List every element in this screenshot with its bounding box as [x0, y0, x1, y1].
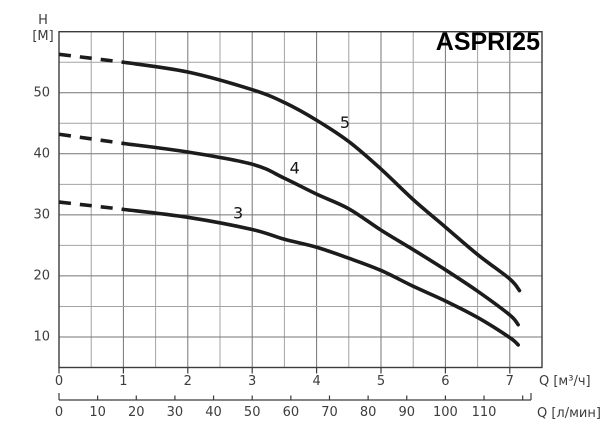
secondary-axis-tick-label: 0	[55, 405, 63, 420]
curve-label-5: 5	[340, 113, 350, 132]
secondary-axis-tick-label: 100	[433, 405, 458, 420]
y-axis-label-unit: [M]	[32, 29, 54, 44]
x-axis-tick-label: 7	[506, 374, 514, 389]
x-axis-tick-label: 2	[184, 374, 192, 389]
secondary-axis-tick-label: 40	[205, 405, 222, 420]
x-axis-tick-label: 3	[248, 374, 256, 389]
secondary-axis-tick-label: 110	[472, 405, 497, 420]
y-axis-tick-label: 30	[33, 207, 50, 222]
plot-border	[58, 31, 543, 369]
curve-label-3: 3	[233, 204, 243, 223]
y-axis-tick-label: 20	[33, 268, 50, 283]
pump-curve-3-dashed-segment	[58, 200, 124, 212]
x-axis-tick-label: 4	[312, 374, 320, 389]
x-axis-secondary-unit-label: Q [л/мин]	[537, 406, 600, 421]
secondary-axis-tick-label: 60	[283, 405, 300, 420]
y-axis-label-quantity: H	[38, 13, 48, 28]
x-axis-tick-label: 0	[55, 374, 63, 389]
x-axis-tick-label: 5	[377, 374, 385, 389]
pump-curve-3	[121, 207, 520, 347]
secondary-axis-tick-label: 50	[244, 405, 261, 420]
y-axis-tick-label: 40	[33, 146, 50, 161]
y-axis-tick-label: 50	[33, 85, 50, 100]
x-axis-tick-label: 1	[119, 374, 127, 389]
secondary-axis-tick-label: 20	[128, 405, 145, 420]
secondary-axis-tick-label: 90	[398, 405, 415, 420]
pump-curve-5	[121, 60, 522, 293]
pump-curve-4	[121, 141, 520, 327]
secondary-axis-tick-label: 70	[321, 405, 338, 420]
pump-curve-5-dashed-segment	[58, 52, 124, 65]
chart-title: ASPRI25	[435, 28, 540, 56]
secondary-axis-tick-label: 30	[167, 405, 184, 420]
x-axis-primary-unit-label: Q [м³/ч]	[539, 374, 591, 389]
secondary-axis-tick-label: 10	[89, 405, 106, 420]
curve-label-4: 4	[290, 158, 300, 177]
y-axis-tick-label: 10	[33, 329, 50, 344]
x-axis-tick-label: 6	[441, 374, 449, 389]
pump-curve-4-dashed-segment	[58, 132, 124, 146]
secondary-axis-tick-label: 80	[360, 405, 377, 420]
